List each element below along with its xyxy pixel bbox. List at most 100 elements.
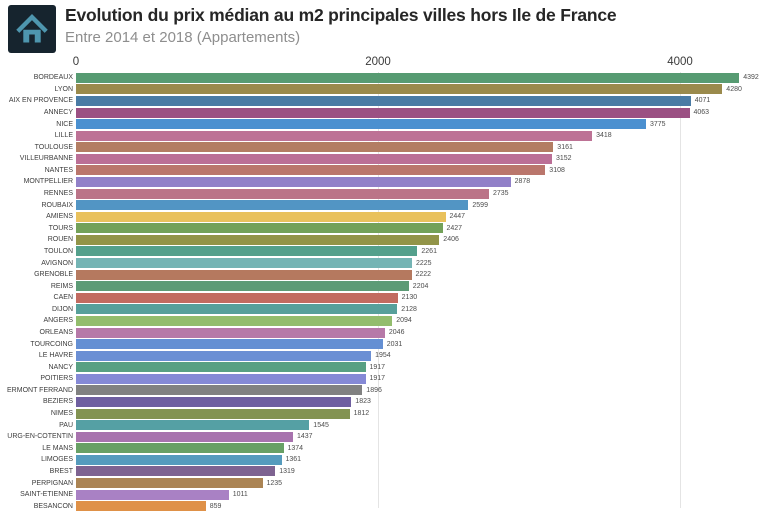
bar (76, 165, 546, 176)
value-label: 1361 (285, 456, 302, 464)
bar-track: 2128 (76, 304, 768, 316)
value-label: 1896 (366, 386, 382, 394)
bar (76, 478, 263, 489)
bar-track: 2406 (76, 234, 768, 246)
x-tick-label: 0 (72, 56, 80, 68)
bar-row: TOURS 2427 (0, 223, 768, 235)
bar (76, 501, 206, 512)
bar-track: 4063 (76, 107, 768, 119)
bar (76, 269, 412, 280)
bar (76, 153, 552, 164)
city-label: NICE (56, 120, 73, 128)
bar-row: RENNES 2735 (0, 188, 768, 200)
bar-track: 3775 (76, 118, 768, 130)
bar-row: ANNECY 4063 (0, 107, 768, 119)
bar (76, 385, 363, 396)
city-label: ANGERS (43, 317, 73, 325)
bar-row: CAEN 2130 (0, 292, 768, 304)
x-tick-label: 4000 (667, 56, 693, 68)
bar (76, 142, 554, 153)
value-label: 1319 (279, 467, 295, 475)
bar-row: NIMES 1812 (0, 408, 768, 420)
bar-track: 2427 (76, 223, 768, 235)
bar-row: LYON 4280 (0, 84, 768, 96)
bar-track: 2031 (76, 338, 768, 350)
bar-track: 1319 (76, 466, 768, 478)
bar-row: ROUEN 2406 (0, 234, 768, 246)
bar-track: 1917 (76, 361, 768, 373)
city-label: LE HAVRE (38, 352, 73, 360)
bar-row: GRENOBLE 2222 (0, 269, 768, 281)
bar (76, 396, 352, 407)
bar-row: NANTES 3108 (0, 165, 768, 177)
bar-row: NICE 3775 (0, 118, 768, 130)
bar (76, 258, 412, 269)
bar-row: BREST 1319 (0, 466, 768, 478)
city-label: BORDEAUX (33, 74, 73, 82)
bar-track: 2878 (76, 176, 768, 188)
bar (76, 246, 418, 257)
bar (76, 362, 366, 373)
bar-track: 3161 (76, 141, 768, 153)
value-label: 1545 (313, 421, 329, 429)
bar (76, 454, 282, 465)
bar-row: AIX EN PROVENCE 4071 (0, 95, 768, 107)
bar (76, 72, 740, 83)
gridline (680, 72, 681, 508)
value-label: 1954 (375, 352, 391, 360)
home-icon-glyph (16, 14, 48, 43)
city-label: NIMES (50, 410, 73, 418)
value-label: 1812 (353, 410, 370, 418)
bar-row: TOULON 2261 (0, 246, 768, 258)
city-label: BREST (49, 467, 73, 475)
city-label: TOURCOING (30, 340, 73, 348)
value-label: 3418 (596, 132, 612, 140)
bar (76, 373, 366, 384)
value-label: 3775 (650, 120, 666, 128)
city-label: BESANCON (33, 502, 73, 510)
bar-row: BESANCON 859 (0, 500, 768, 512)
value-label: 1011 (232, 491, 248, 499)
bar (76, 408, 350, 419)
city-label: ORLEANS (39, 329, 73, 336)
value-label: 2225 (416, 259, 432, 267)
city-label: POITIERS (40, 375, 73, 383)
bar-track: 1374 (76, 443, 768, 455)
value-label: 2128 (401, 305, 417, 313)
bar-row: ORLEANS 2046 (0, 327, 768, 339)
bar (76, 292, 398, 303)
city-label: SAINT-ETIENNE (20, 491, 73, 499)
value-label: 1437 (297, 433, 313, 441)
city-label: BEZIERS (43, 398, 73, 406)
bar-row: AMIENS 2447 (0, 211, 768, 223)
city-label: NANCY (48, 363, 73, 371)
bar-track: 2204 (76, 280, 768, 292)
bar-track: 2225 (76, 257, 768, 269)
page-title: Evolution du prix médian au m2 principal… (65, 5, 617, 25)
bar (76, 281, 409, 292)
bar (76, 304, 398, 315)
bar-track: 2735 (76, 188, 768, 200)
city-label: MONTPELLIER (23, 178, 73, 186)
bar-track: 2447 (76, 211, 768, 223)
city-label: AIX EN PROVENCE (8, 97, 73, 105)
chart-header: Evolution du prix médian au m2 principal… (8, 5, 617, 53)
city-label: LIMOGES (41, 456, 73, 464)
bar-track: 1917 (76, 373, 768, 385)
city-label: PAU (59, 421, 73, 429)
bar-row: LE MANS 1374 (0, 443, 768, 455)
bar (76, 107, 690, 118)
bar (76, 489, 229, 500)
bar-row: ANGERS 2094 (0, 315, 768, 327)
value-label: 2427 (446, 224, 463, 232)
bar-track: 1823 (76, 396, 768, 408)
value-label: 2130 (401, 294, 418, 302)
bar-track: 1545 (76, 419, 768, 431)
city-label: RENNES (43, 190, 73, 198)
city-label: CAEN (53, 294, 73, 302)
city-label: ROUBAIX (41, 201, 73, 209)
value-label: 1235 (266, 479, 283, 487)
bar (76, 211, 446, 222)
city-label: AVIGNON (41, 259, 73, 267)
bar-track: 3152 (76, 153, 768, 165)
